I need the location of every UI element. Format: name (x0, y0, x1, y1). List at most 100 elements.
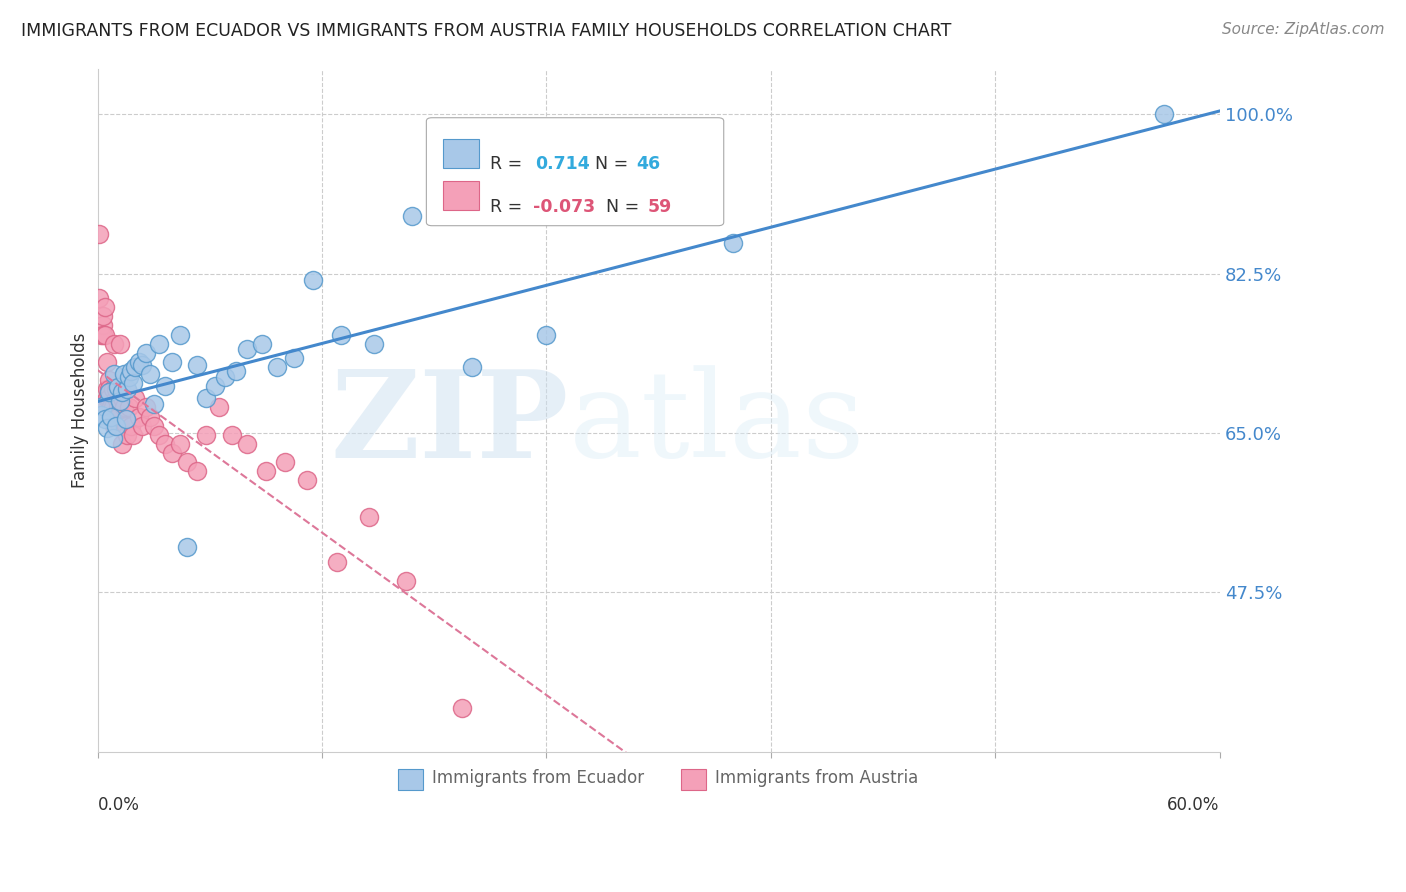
Point (295, 474, 318, 488)
Point (120, 418, 142, 433)
Point (451, 701, 474, 715)
Text: IMMIGRANTS FROM ECUADOR VS IMMIGRANTS FROM AUSTRIA FAMILY HOUSEHOLDS CORRELATION: IMMIGRANTS FROM ECUADOR VS IMMIGRANTS FR… (21, 22, 952, 40)
Point (301, 273, 323, 287)
Point (363, 336, 385, 351)
Point (225, 364, 247, 378)
Point (195, 392, 218, 406)
Point (114, 412, 136, 426)
Point (103, 418, 125, 433)
Point (254, 464, 277, 478)
Point (283, 351, 305, 366)
Point (135, 401, 157, 415)
Point (122, 427, 145, 442)
Point (204, 378, 226, 392)
Point (94, 300, 117, 314)
Point (101, 401, 124, 415)
Point (97, 392, 120, 406)
Text: Immigrants from Austria: Immigrants from Austria (714, 769, 918, 787)
Point (169, 327, 191, 342)
Point (120, 364, 142, 378)
Text: Source: ZipAtlas.com: Source: ZipAtlas.com (1222, 22, 1385, 37)
Point (108, 394, 131, 409)
Bar (681, 769, 706, 789)
Point (131, 418, 153, 433)
Point (101, 382, 124, 396)
Point (90, 397, 112, 411)
Point (107, 401, 129, 415)
Point (118, 369, 141, 384)
Point (122, 376, 145, 390)
Text: R =: R = (491, 198, 523, 216)
Point (105, 392, 128, 406)
Point (273, 455, 295, 469)
Point (103, 336, 125, 351)
Text: 59: 59 (647, 198, 672, 216)
Text: N =: N = (606, 198, 640, 216)
Point (91, 399, 114, 413)
Point (112, 401, 135, 415)
Point (90, 327, 112, 342)
Point (128, 355, 150, 369)
Point (326, 555, 349, 569)
Point (139, 409, 162, 424)
Bar (398, 769, 423, 789)
Point (91, 327, 114, 342)
Point (162, 355, 184, 369)
Point (148, 336, 170, 351)
Point (153, 378, 176, 392)
Point (96, 355, 118, 369)
Point (117, 382, 139, 396)
Point (114, 382, 136, 396)
Point (131, 358, 153, 372)
Point (118, 401, 141, 415)
Point (94, 327, 117, 342)
Point (1153, 107, 1175, 121)
Point (186, 464, 208, 478)
Point (111, 384, 134, 399)
Point (117, 427, 139, 442)
Point (111, 392, 134, 406)
Point (221, 427, 243, 442)
Point (266, 360, 288, 375)
Bar (443, 181, 479, 211)
FancyBboxPatch shape (426, 118, 724, 226)
Point (91, 318, 114, 333)
Point (96, 382, 118, 396)
Point (142, 397, 165, 411)
Point (236, 342, 259, 356)
Point (214, 369, 236, 384)
Point (124, 360, 146, 375)
Text: 60.0%: 60.0% (1167, 797, 1220, 814)
Point (128, 409, 150, 424)
Point (103, 367, 125, 381)
Point (105, 382, 128, 396)
Text: -0.073: -0.073 (533, 198, 595, 216)
Text: 46: 46 (636, 155, 661, 173)
Point (111, 437, 134, 451)
Point (395, 574, 418, 588)
Text: atlas: atlas (569, 366, 866, 483)
Point (100, 401, 122, 415)
Point (142, 418, 165, 433)
Point (186, 358, 208, 372)
Point (89, 227, 111, 242)
Point (89, 291, 111, 305)
Point (124, 392, 146, 406)
Point (329, 327, 352, 342)
Point (460, 360, 482, 375)
Point (107, 409, 129, 424)
Text: R =: R = (491, 155, 523, 173)
Point (112, 367, 135, 381)
Point (236, 437, 259, 451)
Point (100, 409, 122, 424)
Point (208, 401, 231, 415)
Point (195, 427, 218, 442)
Point (100, 401, 122, 415)
Point (94, 412, 117, 426)
Bar (443, 139, 479, 168)
Y-axis label: Family Households: Family Households (72, 333, 89, 488)
Text: Immigrants from Ecuador: Immigrants from Ecuador (432, 769, 644, 787)
Point (153, 437, 176, 451)
Point (97, 384, 120, 399)
Point (176, 455, 198, 469)
